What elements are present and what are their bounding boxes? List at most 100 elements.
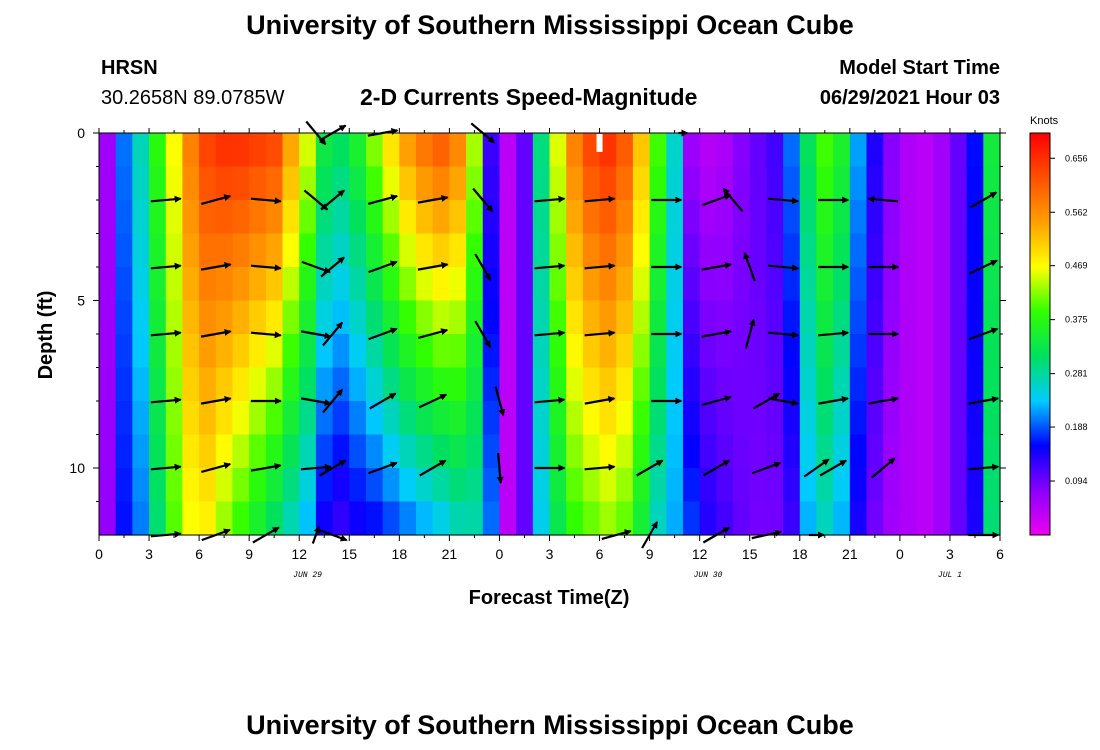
- heat-cell: [799, 401, 818, 436]
- heat-cell: [666, 434, 684, 469]
- heat-cell: [315, 267, 334, 302]
- heat-cell: [549, 233, 567, 268]
- heat-cell: [165, 267, 184, 302]
- heat-cell: [866, 501, 884, 536]
- current-vector: [201, 194, 232, 205]
- heat-cell: [532, 200, 551, 235]
- heat-cell: [716, 401, 734, 436]
- current-vector: [417, 328, 449, 339]
- current-vector: [150, 195, 182, 203]
- heat-cell: [649, 334, 667, 369]
- heat-cell: [799, 166, 818, 201]
- heat-cell: [899, 267, 918, 302]
- heat-cell: [649, 200, 667, 235]
- heat-cell: [816, 200, 834, 235]
- heat-cell: [365, 401, 384, 436]
- heat-cell: [482, 200, 501, 235]
- heat-cell: [516, 133, 534, 168]
- heat-cell: [332, 233, 350, 268]
- current-vector: [751, 461, 782, 475]
- heat-cell: [165, 200, 184, 235]
- heat-cell: [399, 133, 417, 168]
- heat-cell: [933, 434, 951, 469]
- heat-cell: [616, 501, 634, 536]
- current-vector: [419, 459, 447, 477]
- heat-cell: [299, 501, 317, 536]
- heat-cell: [499, 233, 517, 268]
- heat-cell: [582, 468, 601, 503]
- x-tick-label: 6: [996, 546, 1004, 562]
- current-vector: [768, 264, 800, 272]
- heat-cell: [349, 334, 367, 369]
- heat-cell: [632, 468, 651, 503]
- heat-cell: [499, 200, 517, 235]
- heat-cell: [99, 300, 117, 335]
- heat-cell: [849, 200, 868, 235]
- heat-cell: [983, 434, 1001, 469]
- heat-cell: [466, 267, 484, 302]
- footer-title: University of Southern Mississippi Ocean…: [246, 710, 854, 740]
- heat-cell: [516, 166, 534, 201]
- heat-cell: [232, 468, 250, 503]
- heat-cell: [682, 300, 701, 335]
- heat-cell: [682, 267, 701, 302]
- heat-cell: [249, 334, 267, 369]
- current-vector: [368, 461, 398, 475]
- heat-cell: [883, 401, 901, 436]
- heat-cell: [132, 367, 150, 402]
- heat-cell: [199, 468, 217, 503]
- current-vector: [722, 187, 744, 213]
- heat-cell: [766, 334, 784, 369]
- heat-cell: [399, 501, 417, 536]
- heat-cell: [532, 468, 551, 503]
- heat-cell: [149, 401, 167, 436]
- heat-cell: [449, 401, 467, 436]
- heat-cell: [282, 200, 300, 235]
- heat-cell: [416, 200, 434, 235]
- heat-cell: [315, 434, 334, 469]
- heat-cell: [666, 267, 684, 302]
- heat-cell: [566, 133, 584, 168]
- heat-cell: [165, 434, 184, 469]
- heat-cell: [265, 468, 284, 503]
- current-vector: [584, 329, 616, 337]
- heat-cell: [849, 501, 868, 536]
- heat-cell: [933, 367, 951, 402]
- heat-cell: [232, 133, 250, 168]
- heat-cell: [149, 334, 167, 369]
- heat-cell: [699, 334, 717, 369]
- heat-cell: [566, 501, 584, 536]
- heat-cell: [482, 133, 501, 168]
- current-vector: [534, 396, 566, 404]
- heat-cell: [232, 233, 250, 268]
- heat-cell: [616, 401, 634, 436]
- heat-cell: [499, 501, 517, 536]
- heat-cell: [883, 200, 901, 235]
- heat-cell: [365, 334, 384, 369]
- heat-cell: [566, 300, 584, 335]
- current-vector: [322, 388, 344, 414]
- heat-cell: [666, 300, 684, 335]
- heat-cell: [399, 401, 417, 436]
- heat-cell: [749, 468, 768, 503]
- heat-cell: [749, 334, 768, 369]
- heat-cell: [466, 434, 484, 469]
- heat-cell: [699, 468, 717, 503]
- heat-cell: [215, 501, 234, 536]
- heat-cell: [716, 334, 734, 369]
- heat-cell: [399, 200, 417, 235]
- current-vector: [150, 329, 182, 337]
- heat-cell: [349, 501, 367, 536]
- heat-cell: [365, 434, 384, 469]
- heat-cell: [265, 334, 284, 369]
- heat-cell: [165, 501, 184, 536]
- heat-cell: [783, 434, 801, 469]
- heat-cell: [299, 434, 317, 469]
- current-vector: [868, 395, 899, 405]
- current-vector: [968, 463, 1000, 471]
- colorbar-tick-label: 0.094: [1065, 476, 1088, 486]
- heat-cell: [816, 267, 834, 302]
- heat-cell: [349, 166, 367, 201]
- heat-cell: [916, 300, 934, 335]
- heat-cell: [149, 434, 167, 469]
